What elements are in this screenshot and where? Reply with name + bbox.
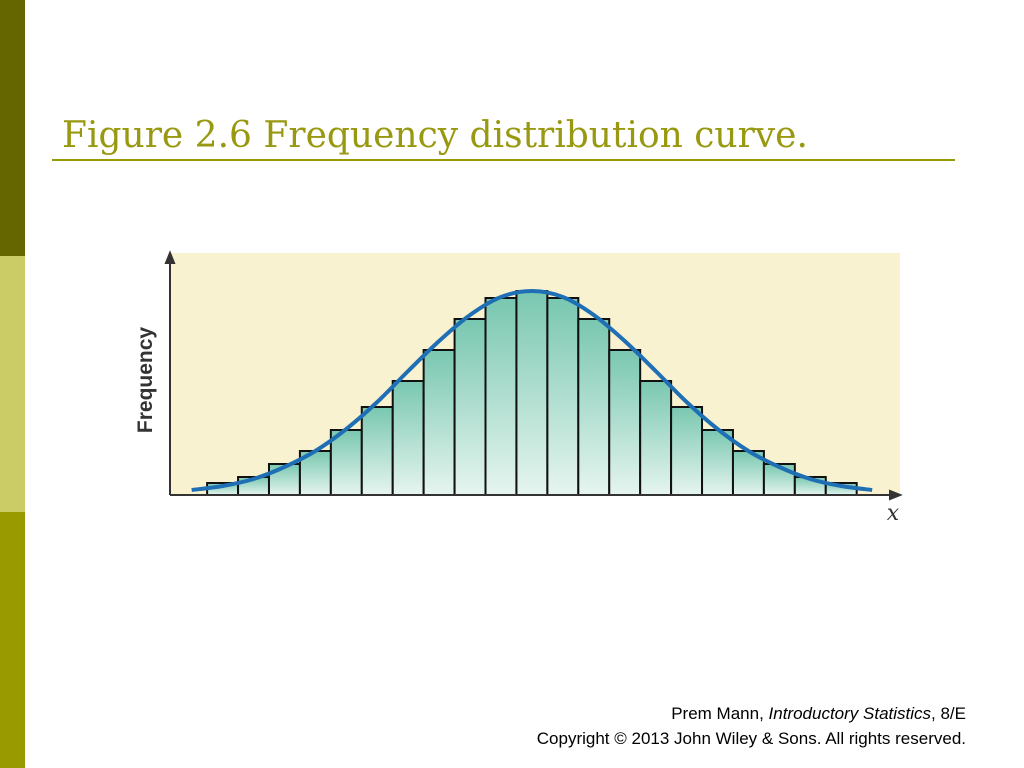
sidebar-block [0, 0, 25, 256]
sidebar-block [0, 256, 25, 512]
bar [639, 380, 673, 496]
footer-edition: , 8/E [931, 704, 966, 723]
bar [608, 349, 642, 496]
bar [515, 290, 549, 496]
plot [164, 250, 903, 501]
bar [701, 429, 734, 496]
bar [484, 297, 518, 496]
x-axis-label: x [887, 501, 900, 526]
bar [422, 349, 456, 496]
footer-copyright: Copyright © 2013 John Wiley & Sons. All … [536, 729, 966, 748]
sidebar-block [0, 512, 25, 768]
slide-title: Figure 2.6 Frequency distribution curve. [62, 115, 808, 156]
y-axis-label: Frequency [134, 327, 157, 434]
bar [391, 380, 425, 496]
bar [360, 406, 394, 496]
footer-citation: Prem Mann, Introductory Statistics, 8/E [671, 704, 966, 724]
bar [577, 318, 611, 496]
footer-book: Introductory Statistics [768, 704, 932, 723]
distribution-curve [191, 288, 873, 492]
footer-author: Prem Mann, [671, 704, 769, 723]
bar [546, 297, 580, 496]
bar [453, 318, 487, 496]
bar [670, 406, 704, 496]
